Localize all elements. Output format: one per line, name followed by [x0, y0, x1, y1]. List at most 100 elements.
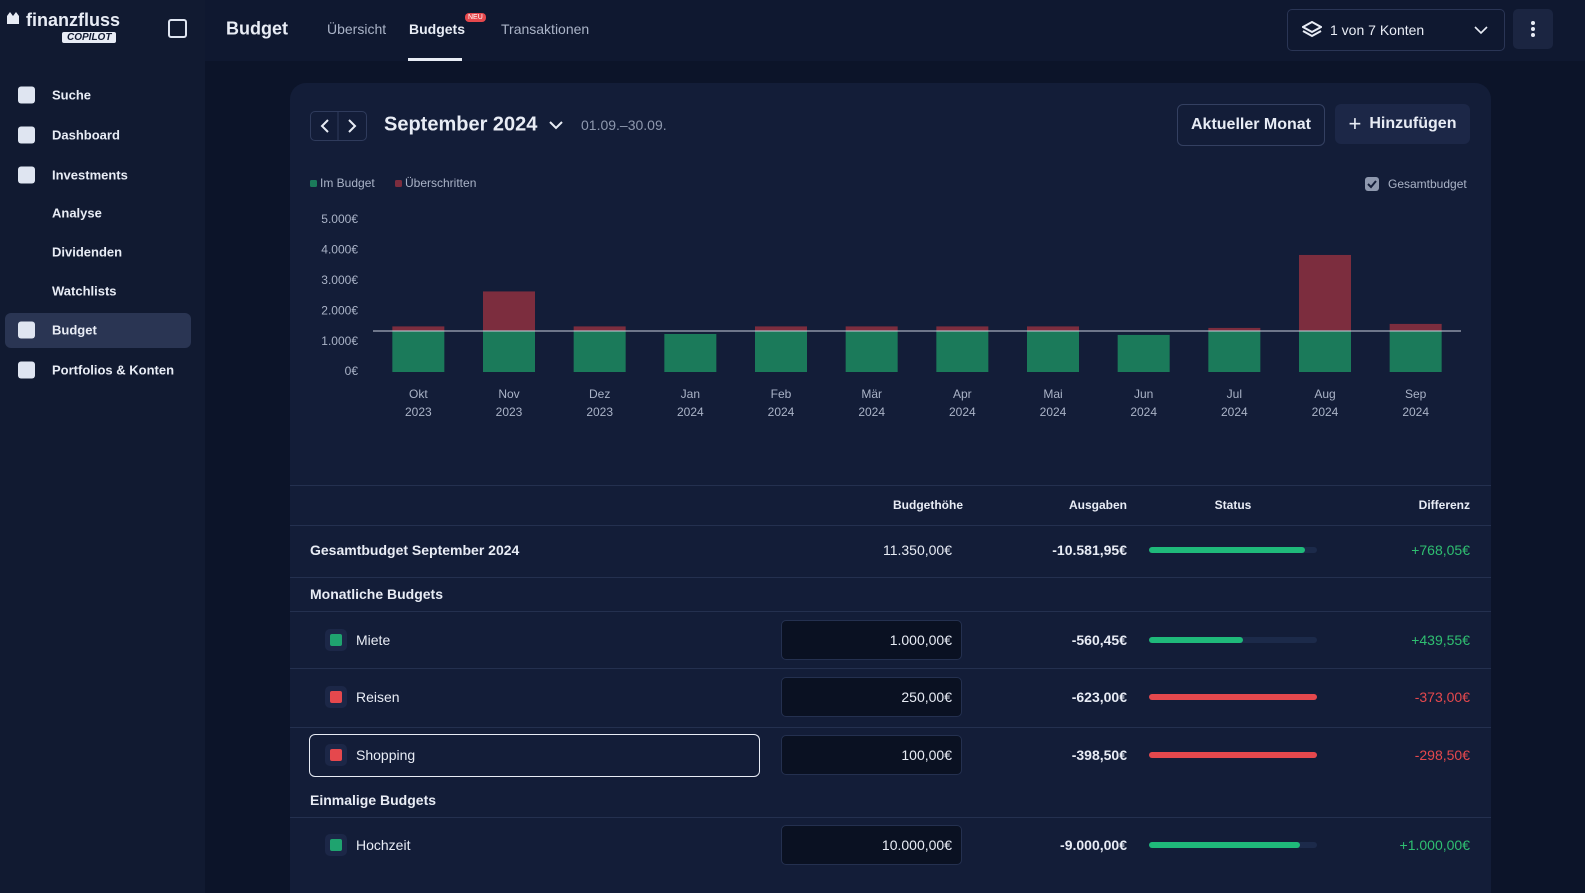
y-tick-label: 3.000€: [321, 273, 358, 287]
nav-item[interactable]: Suche: [52, 88, 91, 103]
tab[interactable]: Übersicht: [327, 21, 386, 37]
bar-segment: [574, 331, 626, 372]
x-tick-label: 2023: [496, 405, 523, 419]
x-tick-label: 2024: [1040, 405, 1067, 419]
bar-segment: [483, 331, 535, 372]
x-tick-label: Jul: [1227, 387, 1242, 401]
legend-swatch: [310, 180, 317, 187]
bar-segment: [1027, 326, 1079, 331]
nav-item[interactable]: Budget: [52, 323, 97, 338]
bar-segment: [1299, 331, 1351, 372]
plus: +: [1349, 111, 1362, 137]
bar-segment: [392, 326, 444, 331]
x-tick-label: 2024: [1402, 405, 1429, 419]
nav-icon: [18, 362, 35, 379]
x-tick-label: 2023: [586, 405, 613, 419]
difference-value: +439,55€: [1220, 632, 1470, 648]
difference-value: -373,00€: [1220, 689, 1470, 705]
month-nav[interactable]: [310, 111, 367, 141]
nav-item[interactable]: Dividenden: [52, 245, 122, 260]
y-tick-label: 5.000€: [321, 212, 358, 226]
legend-label: Im Budget: [320, 176, 375, 190]
x-tick-label: Apr: [953, 387, 972, 401]
column-header: Ausgaben: [877, 498, 1127, 512]
column-header: Differenz: [1220, 498, 1470, 512]
divider: [290, 817, 1491, 818]
row-name: Reisen: [356, 689, 400, 705]
x-tick-label: Mär: [861, 387, 882, 401]
topbar: Budget Übersicht Budgets NEU Transaktion…: [205, 0, 1585, 61]
bar-segment: [483, 291, 535, 331]
bar-segment: [1027, 331, 1079, 372]
bar-segment: [392, 331, 444, 372]
row-icon-glyph: [330, 691, 342, 703]
button-label: Hinzufügen: [1369, 115, 1456, 133]
x-tick-label: 2024: [1221, 405, 1248, 419]
tab-underline: [408, 58, 462, 61]
difference-value: -298,50€: [1220, 747, 1470, 763]
nav-item[interactable]: Analyse: [52, 206, 102, 221]
x-tick-label: 2023: [405, 405, 432, 419]
month-title[interactable]: September 2024: [384, 114, 537, 137]
tab[interactable]: Transaktionen: [501, 21, 589, 37]
row-icon-glyph: [330, 634, 342, 646]
divider: [290, 485, 1491, 486]
divider: [290, 668, 1491, 669]
row-icon-glyph: [330, 749, 342, 761]
add-button[interactable]: + Hinzufügen: [1335, 104, 1470, 144]
x-tick-label: Nov: [498, 387, 519, 401]
chart: Im BudgetÜberschritten0€1.000€2.000€3.00…: [290, 160, 1480, 430]
nav-item[interactable]: Investments: [52, 168, 128, 183]
legend-swatch: [395, 180, 402, 187]
bar-segment: [846, 326, 898, 331]
spent-value: -560,45€: [877, 632, 1127, 648]
nav-item[interactable]: Portfolios & Konten: [52, 363, 174, 378]
layers-icon: [1302, 21, 1322, 39]
button-label: Aktueller Monat: [1191, 116, 1311, 134]
sidebar: finanzfluss COPILOT Suche Dashboard Invest…: [0, 0, 205, 893]
row-icon-glyph: [330, 839, 342, 851]
x-tick-label: Mai: [1043, 387, 1062, 401]
arrows: [311, 112, 366, 140]
y-tick-label: 1.000€: [321, 334, 358, 348]
x-tick-label: 2024: [677, 405, 704, 419]
x-tick-label: Aug: [1314, 387, 1335, 401]
divider: [290, 577, 1491, 578]
x-tick-label: Dez: [589, 387, 610, 401]
x-tick-label: 2024: [1312, 405, 1339, 419]
x-tick-label: 2024: [858, 405, 885, 419]
bar-segment: [1208, 331, 1260, 372]
x-tick-label: Jan: [681, 387, 700, 401]
brand: finanzfluss: [26, 10, 120, 31]
y-tick-label: 0€: [345, 364, 359, 378]
spent-value: -623,00€: [877, 689, 1127, 705]
account-select[interactable]: 1 von 7 Konten: [1287, 9, 1505, 51]
bar-segment: [755, 326, 807, 331]
bar-segment: [1299, 255, 1351, 331]
bar-segment: [755, 331, 807, 372]
menu-button[interactable]: [1513, 9, 1553, 49]
bar-segment: [664, 334, 716, 372]
sidebar-toggle[interactable]: [168, 19, 187, 38]
x-tick-label: Okt: [409, 387, 428, 401]
nav-icon: [18, 167, 35, 184]
dots: [1513, 9, 1553, 49]
month-range: 01.09.–30.09.: [581, 117, 667, 133]
divider: [290, 611, 1491, 612]
month-chevron[interactable]: [548, 119, 564, 131]
page-title: Budget: [226, 19, 288, 40]
nav-item[interactable]: Watchlists: [52, 284, 117, 299]
tab-active[interactable]: Budgets: [409, 21, 465, 37]
divider: [290, 525, 1491, 526]
x-tick-label: Jun: [1134, 387, 1153, 401]
brand-badge: COPILOT: [62, 32, 116, 43]
nav-item[interactable]: Dashboard: [52, 128, 120, 143]
section-title: Monatliche Budgets: [310, 586, 443, 602]
logo-icon: [5, 10, 23, 26]
row-name: Miete: [356, 632, 390, 648]
spent-value: -398,50€: [877, 747, 1127, 763]
difference-value: +768,05€: [1220, 542, 1470, 558]
current-month-button[interactable]: Aktueller Monat: [1177, 104, 1325, 146]
chevron: [1474, 25, 1488, 35]
